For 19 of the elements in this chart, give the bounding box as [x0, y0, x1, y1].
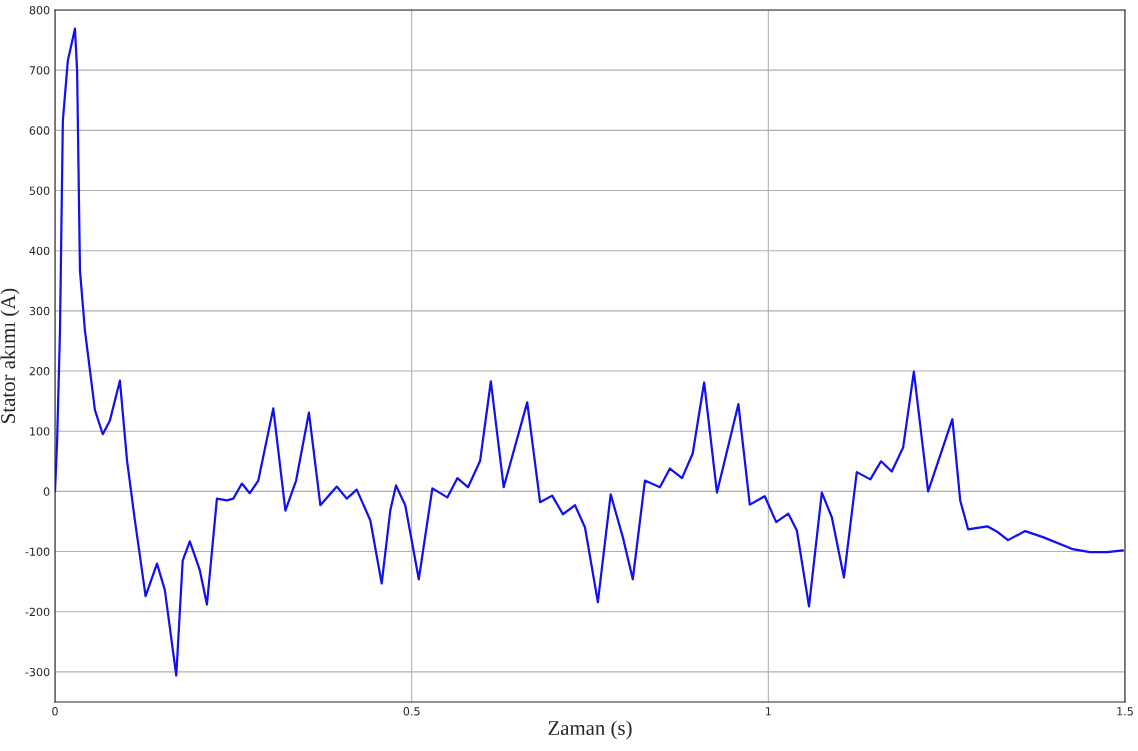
- y-tick-label: 0: [43, 487, 50, 496]
- x-tick-label: 1.5: [1117, 707, 1133, 716]
- x-tick-label: 0.5: [403, 707, 420, 716]
- y-tick-label: 100: [30, 427, 50, 436]
- y-tick-label: 700: [29, 66, 50, 75]
- line-series: [55, 27, 1124, 677]
- y-axis-title: Stator akımı (A): [0, 288, 20, 423]
- y-tick-label: 200: [29, 367, 50, 376]
- x-tick-label: 0: [52, 707, 58, 716]
- y-tick-label: 400: [29, 246, 50, 256]
- x-tick-label: 1: [766, 707, 771, 716]
- y-tick-label: -200: [25, 607, 50, 617]
- y-tick-label: 300: [29, 306, 50, 316]
- x-axis-title: Zaman (s): [548, 720, 632, 740]
- y-tick-label: 800: [29, 5, 50, 15]
- y-tick-label: -100: [25, 547, 50, 556]
- y-tick-label: -300: [25, 667, 50, 677]
- y-tick-label: 500: [29, 186, 50, 195]
- y-tick-label: 600: [29, 126, 50, 135]
